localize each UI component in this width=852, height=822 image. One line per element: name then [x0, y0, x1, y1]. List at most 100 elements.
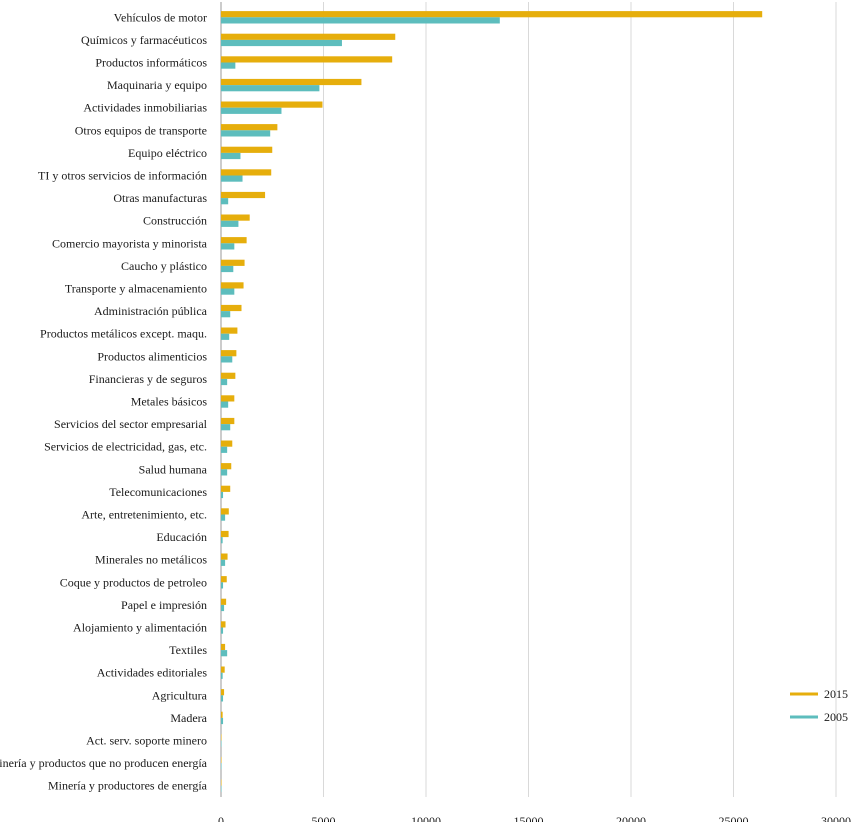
category-label: Alojamiento y alimentación: [73, 621, 207, 635]
category-label: Papel e impresión: [121, 598, 207, 612]
bar-2005: [221, 243, 235, 250]
bar-2005: [221, 740, 222, 747]
x-tick-label: 10000: [411, 814, 441, 822]
category-label: Actividades inmobiliarias: [83, 101, 207, 115]
bar-2015: [221, 282, 244, 289]
category-label: Servicios de electricidad, gas, etc.: [44, 440, 207, 454]
x-tick-label: 20000: [616, 814, 646, 822]
x-tick-label: 25000: [719, 814, 749, 822]
bar-2015: [221, 530, 229, 538]
bar-2015: [221, 78, 362, 86]
bar-2005: [221, 107, 282, 114]
category-label: Servicios del sector empresarial: [54, 417, 208, 431]
bar-2005: [221, 537, 223, 544]
bar-2005: [221, 424, 231, 431]
bar-2005: [221, 130, 271, 137]
bar-2005: [221, 717, 224, 725]
bar-2005: [221, 152, 241, 160]
bar-2015: [221, 734, 222, 741]
bar-2005: [221, 785, 222, 792]
category-label: Comercio mayorista y minorista: [52, 236, 208, 250]
bar-2015: [221, 191, 266, 199]
bar-2015: [221, 553, 228, 560]
category-label: Educación: [156, 530, 207, 544]
bar-2005: [221, 85, 320, 92]
category-label: Minería y productores de energía: [48, 779, 208, 793]
bar-2015: [221, 214, 250, 221]
bar-2015: [221, 417, 235, 425]
bar-2005: [221, 695, 224, 702]
category-label: Químicos y farmacéuticos: [81, 33, 207, 47]
bar-2005: [221, 559, 226, 566]
category-label: Caucho y plástico: [121, 259, 207, 273]
bar-2015: [221, 440, 233, 447]
category-label: Agricultura: [152, 688, 208, 702]
legend: 2015 2005: [790, 687, 848, 724]
bar-2015: [221, 395, 235, 402]
bar-2005: [221, 378, 228, 386]
category-label: Actividades editoriales: [97, 666, 208, 680]
category-label: Otros equipos de transporte: [75, 123, 207, 137]
bar-2015: [221, 350, 237, 357]
bar-2005: [221, 650, 228, 657]
category-label: TI y otros servicios de información: [38, 169, 207, 183]
x-tick-labels: 0 5000 10000 15000 20000 25000 30000: [218, 814, 851, 822]
bar-2015: [221, 327, 238, 334]
x-tick-label: 15000: [514, 814, 544, 822]
bar-2005: [221, 604, 225, 612]
category-label: Vehículos de motor: [114, 10, 207, 24]
bar-2005: [221, 356, 233, 363]
category-label: Productos informáticos: [95, 56, 207, 70]
bar-2015: [221, 33, 396, 40]
x-tick-label: 0: [218, 814, 224, 822]
bar-2015: [221, 598, 227, 605]
bar-2015: [221, 756, 222, 764]
bar-2015: [221, 372, 236, 379]
bar-2005: [221, 62, 236, 69]
category-label: Metales básicos: [131, 395, 208, 409]
category-label: Financieras y de seguros: [89, 372, 208, 386]
bar-2015: [221, 508, 229, 515]
bar-2015: [221, 576, 227, 583]
bar-2005: [221, 672, 223, 679]
bar-2015: [221, 124, 278, 131]
bar-2015: [221, 485, 231, 492]
category-label: Act. serv. soporte minero: [86, 734, 207, 748]
bar-2015: [221, 463, 232, 470]
category-label: Telecomunicaciones: [109, 485, 207, 499]
bar-2015: [221, 689, 225, 696]
bar-2005: [221, 627, 224, 634]
bar-2005: [221, 220, 239, 227]
bar-2015: [221, 779, 222, 786]
legend-label-2005: 2005: [824, 710, 848, 724]
category-label: Transporte y almacenamiento: [65, 282, 207, 296]
category-labels: Vehículos de motor Químicos y farmacéutic…: [0, 10, 208, 792]
category-label: Minerales no metálicos: [95, 553, 207, 567]
bar-2005: [221, 446, 228, 453]
bar-2015: [221, 237, 247, 244]
bar-2005: [221, 763, 222, 770]
bar-2015: [221, 56, 393, 63]
bar-2005: [221, 582, 224, 589]
bar-2005: [221, 288, 235, 295]
bar-2005: [221, 311, 231, 318]
legend-label-2015: 2015: [824, 687, 848, 701]
x-tick-label: 5000: [312, 814, 336, 822]
bar-2015: [221, 643, 226, 651]
x-tick-label: 30000: [821, 814, 851, 822]
bar-2015: [221, 146, 273, 153]
bar-2015: [221, 259, 245, 266]
bar-2015: [221, 304, 242, 312]
category-label: Productos metálicos except. maqu.: [40, 327, 207, 341]
category-label: Otras manufacturas: [113, 191, 207, 205]
category-label: Arte, entretenimiento, etc.: [81, 508, 207, 522]
bar-2005: [221, 175, 243, 182]
bar-2015: [221, 666, 225, 673]
category-label: Maquinaria y equipo: [107, 78, 207, 92]
category-label: Salud humana: [139, 462, 208, 476]
category-label: Administración pública: [94, 304, 208, 318]
bar-2015: [221, 169, 272, 176]
bar-2015: [221, 711, 223, 718]
bar-2015: [221, 101, 323, 108]
